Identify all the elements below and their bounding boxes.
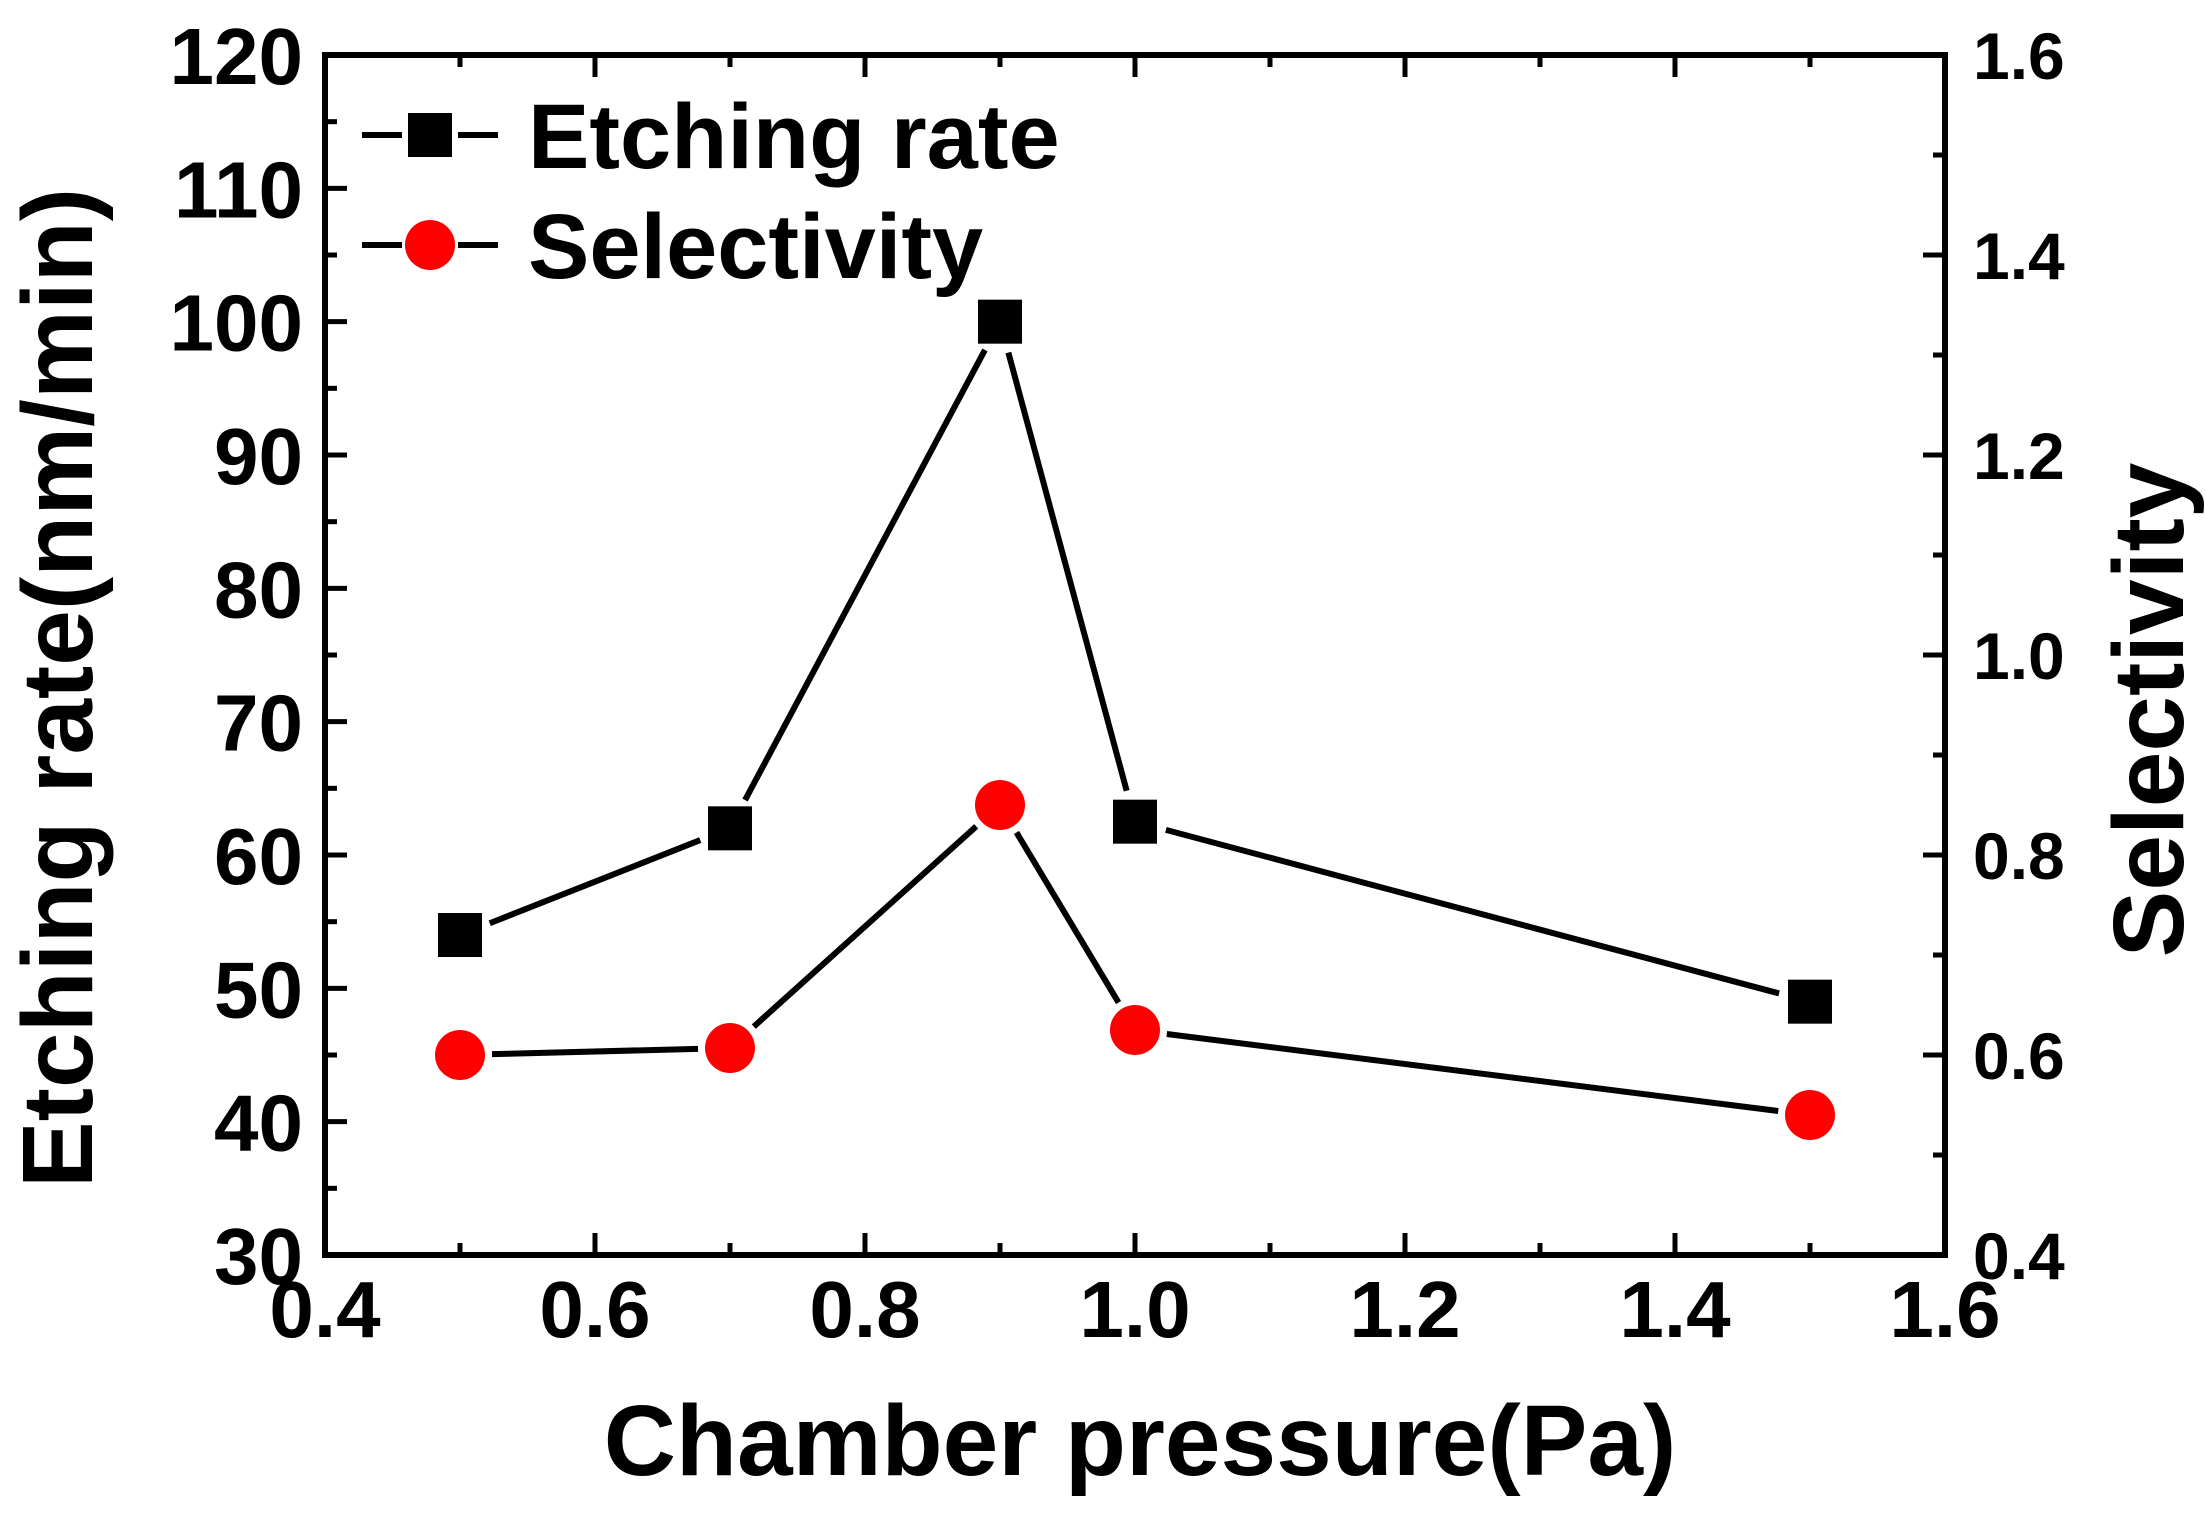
x-tick-label: 0.8: [809, 1265, 920, 1354]
series-1-line-segment: [751, 824, 979, 1029]
y-tick-label: 40: [214, 1079, 303, 1168]
y-tick-label: 120: [170, 12, 303, 101]
y2-tick-label: 0.6: [1973, 1019, 2065, 1093]
series-1-line-segment: [1166, 1031, 1779, 1114]
y2-tick-label: 1.4: [1973, 219, 2065, 293]
etching-rate-point: [438, 913, 482, 957]
selectivity-point: [705, 1023, 755, 1073]
series-1-line-segment: [1013, 830, 1122, 1005]
legend-label: Selectivity: [528, 196, 983, 298]
series-lines: [488, 348, 1780, 1114]
series-0-line-segment: [1005, 351, 1130, 792]
y-tick-label: 70: [214, 679, 303, 768]
y2-axis-title: Selectivity: [2093, 462, 2205, 957]
etching-rate-point: [978, 299, 1022, 344]
y2-tick-label: 1.6: [1973, 19, 2065, 93]
x-tick-label: 1.6: [1889, 1265, 2000, 1354]
y-tick-label: 100: [170, 279, 303, 368]
selectivity-point: [1110, 1005, 1160, 1055]
series-0-line-segment: [1165, 827, 1780, 997]
x-tick-label: 1.4: [1619, 1265, 1731, 1354]
legend-square-marker: [408, 113, 452, 157]
series-0-line-segment: [488, 837, 702, 927]
y-tick-label: 60: [214, 812, 303, 901]
tick-labels: 0.4 0.6 0.8 1.0 1.2 1.4 1.6 30 40 50 60 70 80 90 100 11…: [170, 12, 2066, 1354]
tick-marks: [322, 52, 1948, 1258]
y-tick-label: 80: [214, 545, 303, 634]
y2-tick-label: 0.4: [1973, 1219, 2065, 1293]
y-tick-label: 30: [214, 1212, 303, 1301]
x-tick-label: 1.2: [1349, 1265, 1460, 1354]
y2-tick-label: 1.2: [1973, 419, 2065, 493]
y-tick-label: 110: [174, 145, 303, 234]
selectivity-point: [435, 1030, 485, 1080]
legend-circle-marker: [405, 220, 455, 270]
selectivity-point: [975, 780, 1025, 830]
y2-tick-label: 1.0: [1973, 619, 2065, 693]
selectivity-point: [1785, 1090, 1835, 1140]
legend-label: Etching rate: [528, 86, 1060, 188]
x-tick-label: 1.0: [1079, 1265, 1190, 1354]
series-markers: [435, 299, 1835, 1140]
y-tick-label: 90: [214, 412, 303, 501]
etching-rate-point: [1113, 799, 1157, 844]
y-tick-label: 50: [214, 945, 303, 1034]
y2-tick-label: 0.8: [1973, 819, 2065, 893]
etching-rate-point: [708, 806, 752, 851]
series-0-line-segment: [742, 348, 988, 802]
x-axis-title: Chamber pressure(Pa): [604, 1385, 1677, 1497]
etching-rate-point: [1788, 979, 1832, 1024]
series-1-line-segment: [491, 1045, 699, 1058]
y-axis-title: Etching rate(nm/min): [2, 188, 114, 1188]
x-tick-label: 0.6: [539, 1265, 650, 1354]
x-tick-label: 0.4: [269, 1265, 381, 1354]
